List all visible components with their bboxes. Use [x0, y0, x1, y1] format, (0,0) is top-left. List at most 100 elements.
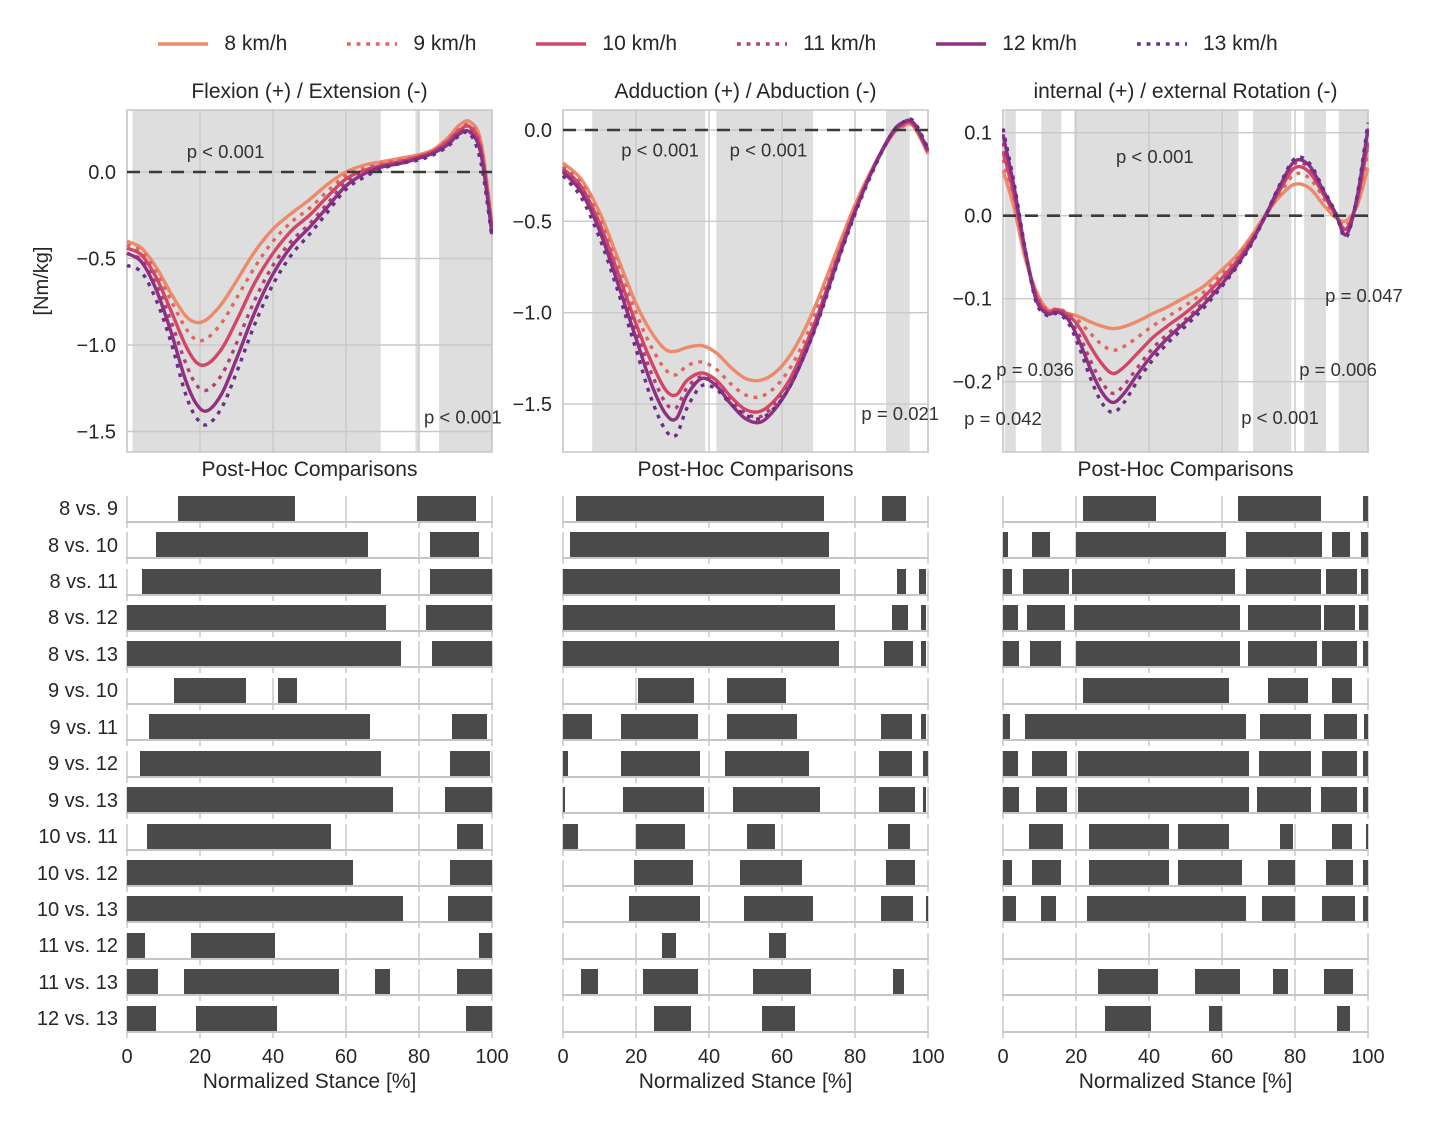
y-tick-label: −0.5: [77, 249, 116, 271]
significant-region-bar: [1088, 823, 1170, 849]
posthoc-row-label: 12 vs. 13: [36, 1008, 118, 1031]
posthoc-strip-adduction-abduction-10vs12: [562, 860, 929, 892]
significant-region-bar: [1247, 641, 1317, 667]
posthoc-strip-internal-external-rotation-10vs11: [1002, 823, 1369, 856]
gridline-vertical: [1002, 823, 1004, 856]
x-tick-label: 40: [1137, 1046, 1161, 1068]
significant-region-bar: [1260, 714, 1312, 740]
gridline-vertical: [345, 677, 347, 710]
posthoc-row-label: 9 vs. 12: [47, 753, 118, 776]
significant-region-bar: [429, 568, 492, 594]
gridline-vertical: [1367, 787, 1369, 820]
gridline-vertical: [345, 1005, 347, 1038]
gridline-vertical: [418, 896, 420, 929]
x-tick-label: 100: [475, 1046, 509, 1068]
gridline-vertical: [1294, 1005, 1296, 1038]
x-tick-label: 100: [1351, 1046, 1385, 1068]
significant-region-bar: [1322, 641, 1358, 667]
gridline-vertical: [126, 750, 128, 783]
gridline-vertical: [345, 495, 347, 528]
significant-region-bar: [1178, 823, 1230, 849]
significant-region-bar: [178, 495, 295, 521]
chart-title-adduction-abduction: Adduction (+) / Abduction (-): [614, 80, 877, 103]
significant-region-bar: [1030, 641, 1062, 667]
strip-baseline: [562, 994, 929, 997]
significant-region-bar: [1362, 641, 1368, 667]
y-tick-label: −1.0: [513, 303, 552, 325]
strip-baseline: [126, 739, 493, 742]
series-line-9kmh: [126, 122, 493, 343]
strip-baseline: [1002, 957, 1369, 960]
y-axis-label: [Nm/kg]: [32, 247, 53, 316]
significant-region-bar: [884, 641, 914, 667]
gridline-vertical: [708, 714, 710, 747]
gridline-vertical: [1221, 1005, 1223, 1038]
gridline-vertical: [708, 823, 710, 856]
posthoc-row-label: 8 vs. 12: [47, 607, 118, 630]
posthoc-row-label: 8 vs. 11: [49, 571, 118, 594]
gridline-vertical: [491, 896, 493, 929]
posthoc-strip-flexion-extension-10vs13: [126, 896, 493, 929]
x-tick-label: 100: [911, 1046, 945, 1068]
significant-region-bar: [426, 604, 492, 630]
p-value-annotation: p < 0.001: [1241, 407, 1319, 428]
significant-region-bar: [1076, 532, 1226, 558]
significant-region-bar: [1003, 714, 1011, 740]
significant-region-bar: [920, 714, 927, 740]
y-tick-label: −0.2: [953, 372, 992, 394]
gridline-vertical: [418, 750, 420, 783]
significant-region-bar: [769, 932, 786, 958]
significant-region-bar: [1003, 532, 1009, 558]
gridline-vertical: [1002, 495, 1004, 528]
p-value-annotation: p < 0.001: [621, 140, 699, 161]
gridline-vertical: [708, 787, 710, 820]
gridline-vertical: [491, 714, 493, 747]
posthoc-strip-adduction-abduction-9vs11: [562, 714, 929, 747]
significant-region-bar: [1086, 896, 1246, 922]
significant-region-bar: [563, 568, 841, 594]
y-tick-label: −1.5: [77, 422, 116, 444]
gridline-vertical: [1367, 677, 1369, 710]
significant-region-bar: [1326, 568, 1358, 594]
posthoc-strip-flexion-extension-11vs13: [126, 969, 493, 1002]
significant-region-bar: [479, 932, 492, 958]
x-tick-label: 20: [1064, 1046, 1088, 1068]
gridline-vertical: [1075, 787, 1077, 820]
significant-region-bar: [451, 714, 487, 740]
gridline-vertical: [1294, 932, 1296, 965]
significant-region-bar: [761, 1005, 795, 1031]
posthoc-strip-flexion-extension-8vs11: [126, 568, 493, 601]
posthoc-strip-adduction-abduction-8vs10: [562, 532, 929, 565]
strip-baseline: [126, 666, 493, 669]
significant-region-bar: [636, 823, 686, 849]
strip-baseline: [1002, 702, 1369, 705]
gridline-vertical: [418, 823, 420, 856]
gridline-vertical: [491, 641, 493, 674]
gridline-vertical: [491, 1005, 493, 1038]
gridline-vertical: [345, 823, 347, 856]
legend-item-11kmh: 11 km/h: [735, 32, 876, 56]
gridline-vertical: [562, 896, 564, 929]
significant-region-bar: [623, 787, 704, 813]
gridline-vertical: [854, 896, 856, 929]
gridline-vertical: [491, 860, 493, 892]
significant-region-bar: [127, 641, 401, 667]
significant-region-bar: [1320, 787, 1358, 813]
posthoc-row-label: 11 vs. 13: [38, 971, 118, 994]
significant-region-bar: [1362, 860, 1368, 885]
significant-region-bar: [563, 641, 839, 667]
gridline-vertical: [562, 969, 564, 1002]
gridline-vertical: [927, 1005, 929, 1038]
gridline-vertical: [418, 568, 420, 601]
posthoc-strip-internal-external-rotation-9vs10: [1002, 677, 1369, 710]
gridline-vertical: [1075, 823, 1077, 856]
significant-region-bar: [725, 750, 810, 776]
legend-label: 11 km/h: [803, 32, 877, 55]
significant-region-bar: [1026, 604, 1066, 630]
legend-line-icon: [347, 42, 398, 46]
posthoc-strip-adduction-abduction-8vs11: [562, 568, 929, 601]
y-tick-label: −0.1: [953, 289, 992, 311]
gridline-vertical: [854, 604, 856, 637]
significant-region-bar: [127, 787, 394, 813]
